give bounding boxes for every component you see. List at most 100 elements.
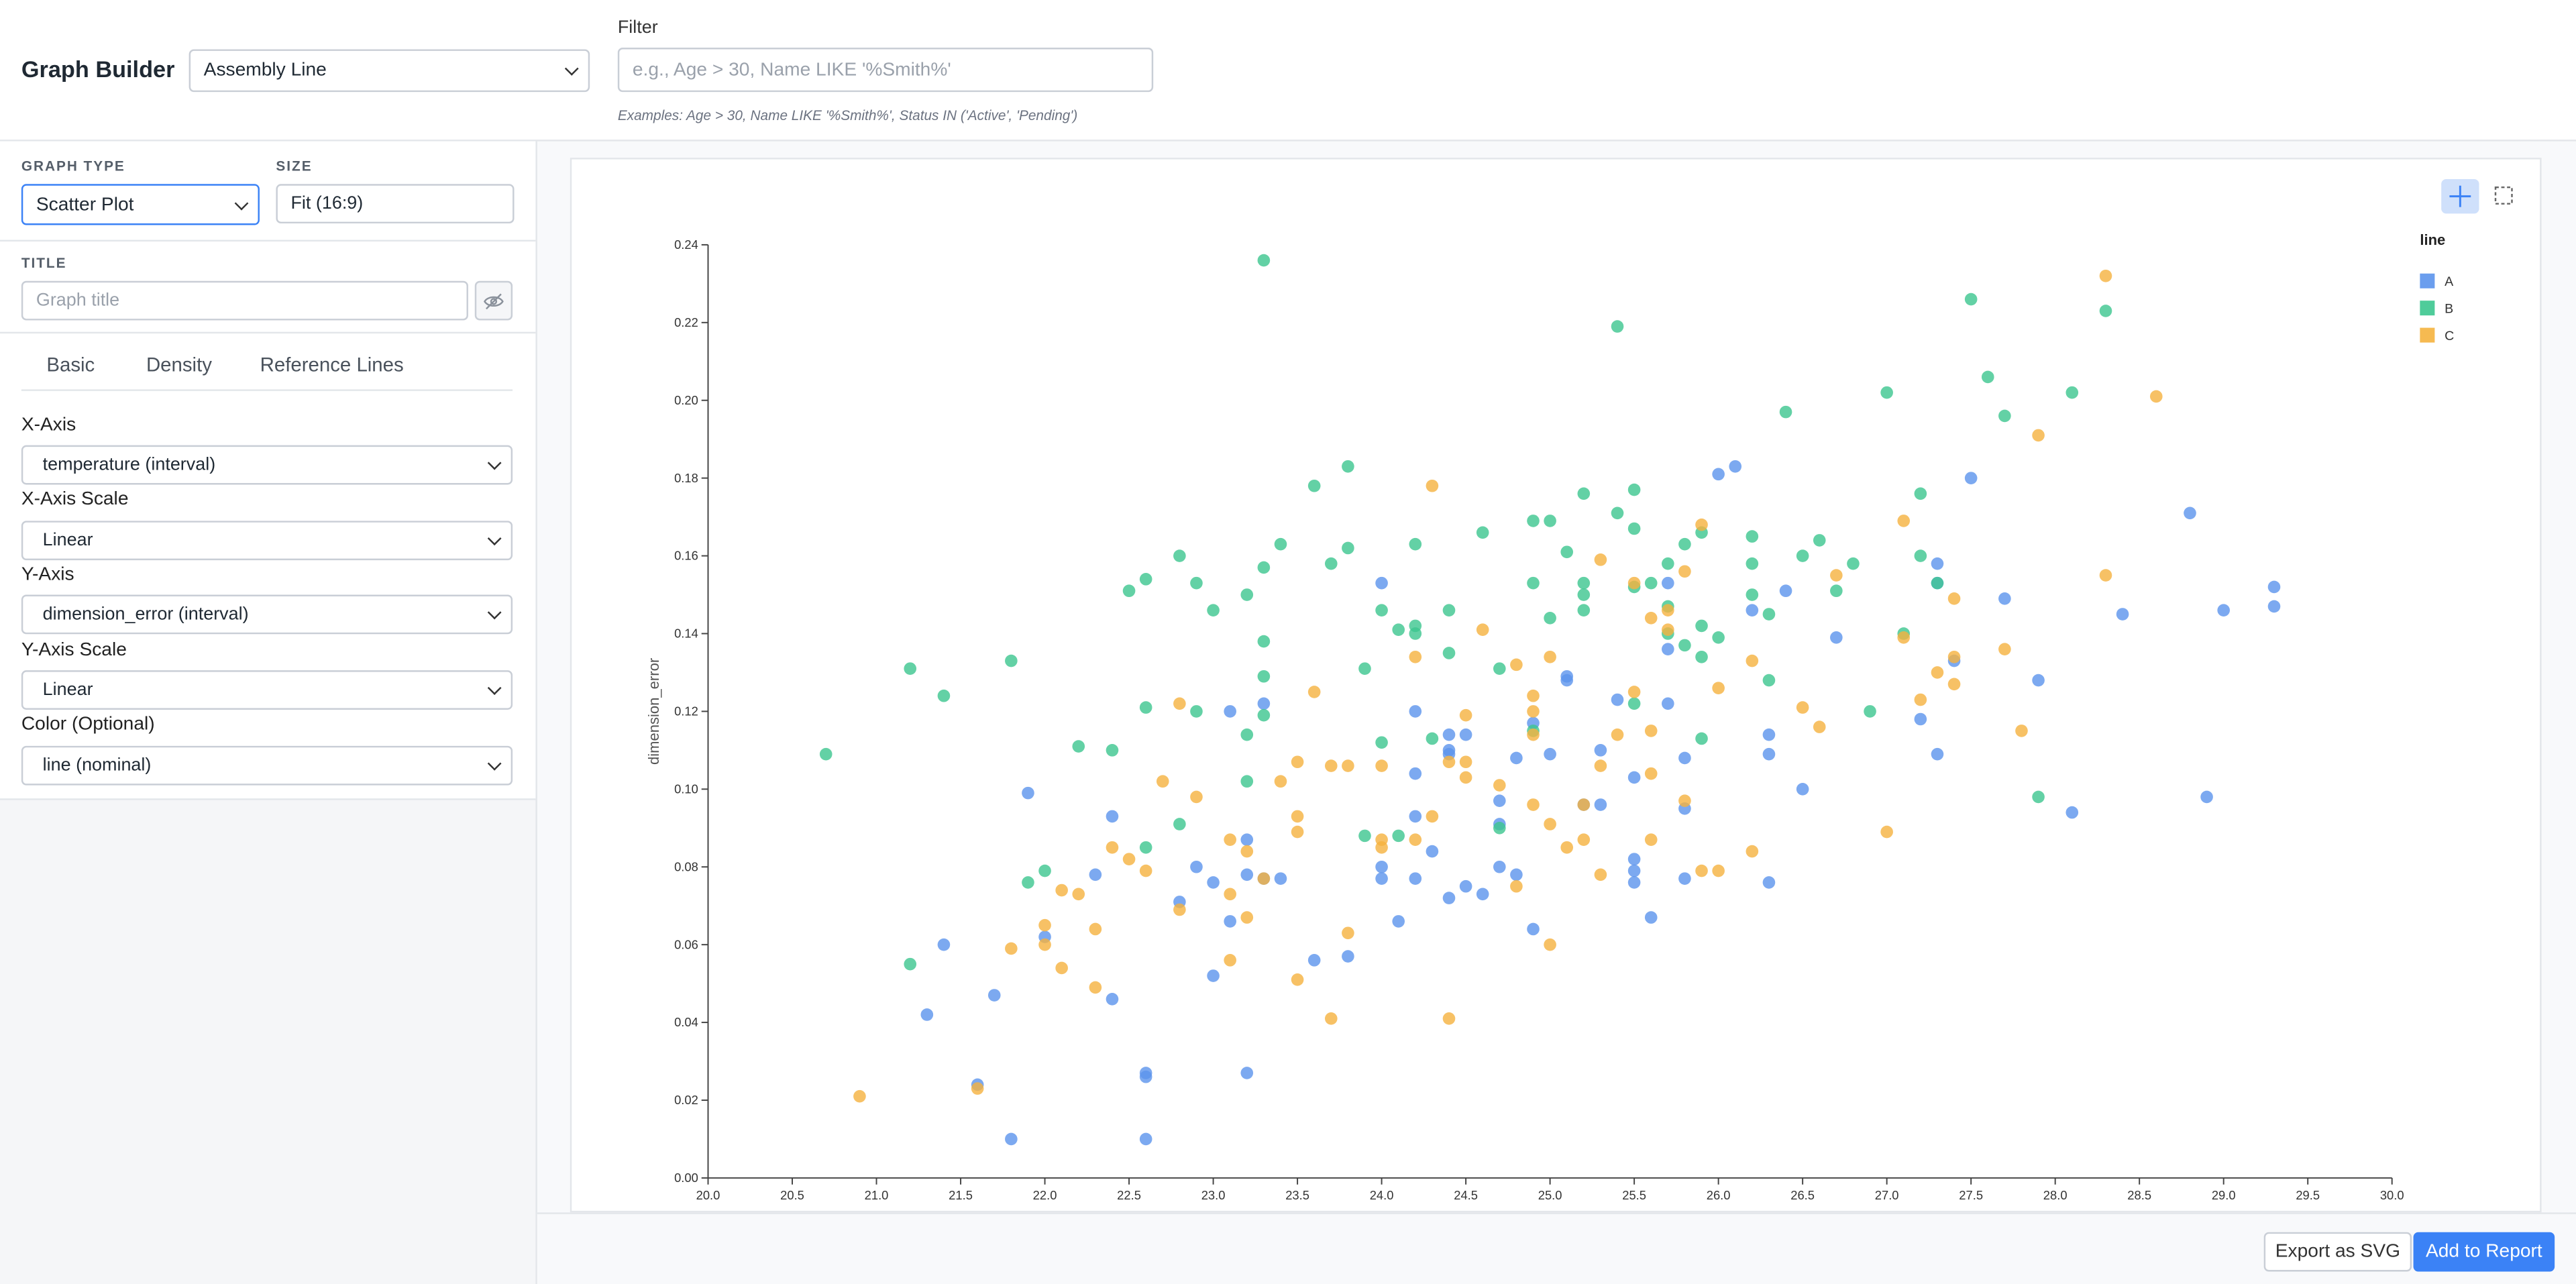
title-input[interactable]: Graph title (21, 280, 468, 321)
y-tick-label: 0.12 (674, 704, 698, 718)
point (1627, 864, 1641, 877)
point (1746, 654, 1759, 667)
point (1644, 725, 1658, 737)
y-tick-label: 0.08 (674, 859, 698, 873)
point (1627, 876, 1641, 889)
tab-density[interactable]: Density (146, 353, 212, 376)
x-tick-label: 21.5 (949, 1188, 973, 1202)
point (1981, 370, 1994, 384)
point (1089, 868, 1102, 881)
point (1106, 810, 1119, 823)
point (1662, 576, 1674, 590)
point (1038, 864, 1051, 877)
point (1931, 576, 1944, 590)
point (1426, 479, 1439, 492)
tab-reference-lines[interactable]: Reference Lines (260, 353, 404, 376)
tab-basic[interactable]: Basic (46, 353, 95, 376)
point (1695, 864, 1708, 877)
y-tick-label: 0.18 (674, 471, 698, 485)
point (1392, 623, 1405, 637)
point (1762, 674, 1776, 687)
point (1442, 728, 1456, 741)
field-select[interactable]: Linear (21, 670, 513, 710)
point (1847, 557, 1860, 570)
point (1931, 747, 1944, 761)
point (1240, 728, 1254, 741)
point (1291, 810, 1304, 823)
point (1830, 584, 1843, 598)
point (1762, 728, 1776, 741)
point (1291, 755, 1304, 769)
point (1746, 557, 1759, 570)
point (1442, 647, 1456, 659)
header: Graph Builder Assembly Line Filter e.g.,… (0, 0, 2576, 142)
field-select[interactable]: temperature (interval) (21, 445, 513, 485)
point (1544, 938, 1556, 951)
point (1173, 818, 1186, 831)
x-tick-label: 28.0 (2043, 1188, 2068, 1202)
field-label: X-Axis Scale (21, 489, 129, 510)
point (853, 1089, 866, 1103)
point (1644, 767, 1658, 780)
field-select[interactable]: Linear (21, 521, 513, 561)
point (937, 689, 951, 702)
x-tick-label: 27.0 (1875, 1188, 1899, 1202)
point (1678, 794, 1691, 808)
point (1459, 755, 1472, 769)
point (1544, 612, 1556, 625)
point (1224, 915, 1236, 928)
point (1611, 728, 1624, 741)
point (1442, 755, 1456, 769)
point (1375, 604, 1388, 617)
point (1712, 682, 1725, 694)
point (1307, 479, 1321, 492)
point (1527, 576, 1540, 590)
size-input[interactable]: Fit (16:9) (276, 184, 515, 224)
legend-label: B (2445, 302, 2453, 317)
point (1544, 747, 1556, 761)
select-tool[interactable] (2494, 186, 2513, 205)
legend-swatch (2420, 301, 2435, 316)
tab-underline (21, 389, 513, 391)
point (1291, 973, 1304, 986)
filter-input[interactable]: e.g., Age > 30, Name LIKE '%Smith%' (617, 48, 1154, 93)
y-tick-label: 0.02 (674, 1093, 698, 1107)
point (1712, 864, 1725, 877)
field-select[interactable]: line (nominal) (21, 745, 513, 786)
y-axis-label: dimension_error (645, 658, 662, 765)
point (2217, 604, 2231, 617)
point (1527, 515, 1540, 527)
point (1409, 767, 1422, 780)
point (1880, 825, 1893, 839)
point (1594, 798, 1607, 811)
point (1375, 736, 1388, 749)
point (1830, 631, 1843, 644)
point (1712, 468, 1725, 481)
point (1307, 686, 1321, 698)
graph-type-select[interactable]: Scatter Plot (21, 184, 260, 225)
y-tick-label: 0.00 (674, 1171, 698, 1185)
point (1342, 460, 1354, 473)
point (1375, 872, 1388, 885)
export-svg-button[interactable]: Export as SVG (2263, 1232, 2412, 1272)
visibility-toggle[interactable] (474, 280, 513, 321)
point (1442, 604, 1456, 617)
point (1055, 884, 1068, 897)
point (1409, 833, 1422, 846)
point (1577, 487, 1591, 500)
point (1947, 592, 1961, 605)
point (1240, 868, 1254, 881)
point (1527, 728, 1540, 741)
point (1442, 1012, 1456, 1025)
point (1947, 678, 1961, 691)
point (1779, 584, 1792, 598)
point (2116, 608, 2129, 621)
sidebar-controls: GRAPH TYPE Scatter Plot SIZE Fit (16:9) … (0, 141, 536, 800)
point (1729, 460, 1742, 473)
point (1476, 526, 1489, 539)
add-to-report-button[interactable]: Add to Report (2413, 1232, 2555, 1272)
point (1762, 747, 1776, 761)
dataset-select[interactable]: Assembly Line (189, 49, 590, 93)
y-tick-label: 0.16 (674, 549, 698, 563)
field-select[interactable]: dimension_error (interval) (21, 594, 513, 635)
